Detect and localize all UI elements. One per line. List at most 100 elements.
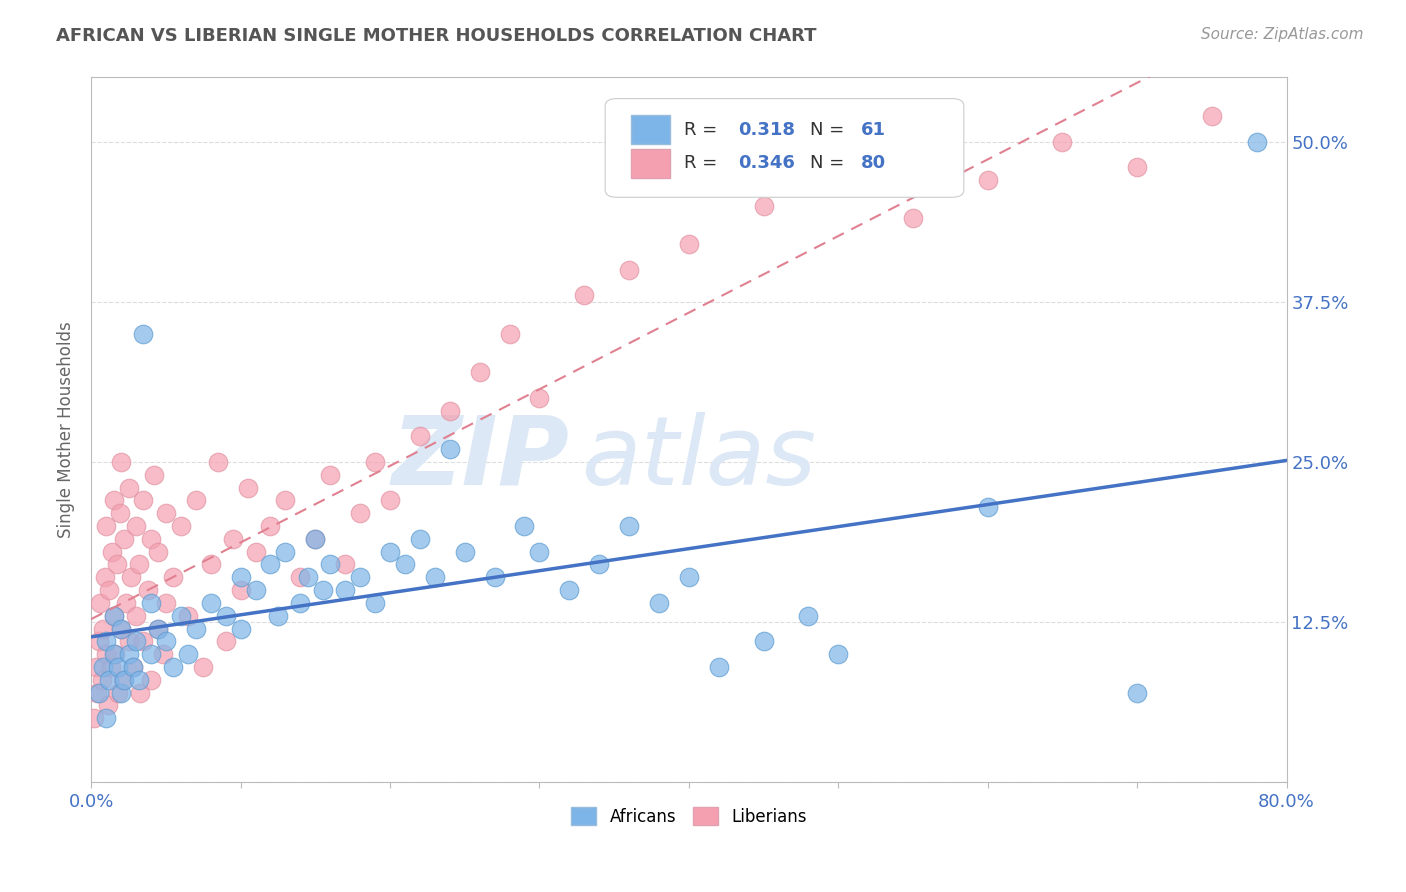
Point xyxy=(132,493,155,508)
Point xyxy=(648,596,671,610)
Point xyxy=(162,660,184,674)
Point xyxy=(132,326,155,341)
Point xyxy=(439,403,461,417)
Point xyxy=(259,558,281,572)
Point xyxy=(274,493,297,508)
Point xyxy=(529,391,551,405)
Point xyxy=(94,647,117,661)
Point xyxy=(267,608,290,623)
Text: 0.318: 0.318 xyxy=(738,120,794,138)
Point xyxy=(98,583,121,598)
Point xyxy=(335,583,357,598)
Point xyxy=(222,532,245,546)
Point xyxy=(409,429,432,443)
Point xyxy=(319,467,342,482)
Point xyxy=(107,660,129,674)
Point xyxy=(752,634,775,648)
Point xyxy=(177,647,200,661)
Point xyxy=(297,570,319,584)
Point xyxy=(200,558,222,572)
Point xyxy=(125,608,148,623)
Point xyxy=(827,647,849,661)
Point xyxy=(155,634,177,648)
Point xyxy=(110,685,132,699)
Point xyxy=(394,558,416,572)
Point xyxy=(207,455,229,469)
Point xyxy=(125,634,148,648)
Point xyxy=(128,558,150,572)
Point xyxy=(454,544,477,558)
Point xyxy=(678,237,700,252)
Point xyxy=(1126,160,1149,174)
Point xyxy=(139,647,162,661)
Point xyxy=(94,711,117,725)
Point xyxy=(86,685,108,699)
Point xyxy=(707,660,730,674)
Point xyxy=(423,570,446,584)
Point xyxy=(112,673,135,687)
Text: N =: N = xyxy=(810,120,849,138)
Point xyxy=(91,622,114,636)
Point xyxy=(364,596,387,610)
Point xyxy=(136,583,159,598)
Point xyxy=(111,673,134,687)
Point xyxy=(274,544,297,558)
Text: Source: ZipAtlas.com: Source: ZipAtlas.com xyxy=(1201,27,1364,42)
FancyBboxPatch shape xyxy=(631,115,669,145)
Point xyxy=(103,493,125,508)
Point xyxy=(312,583,335,598)
Point xyxy=(142,467,165,482)
Point xyxy=(110,622,132,636)
Point xyxy=(1052,135,1074,149)
Point xyxy=(378,493,401,508)
Point xyxy=(93,570,115,584)
Point xyxy=(94,519,117,533)
Point xyxy=(100,660,122,674)
Point xyxy=(125,519,148,533)
Point xyxy=(117,634,139,648)
Point xyxy=(439,442,461,456)
Text: 0.346: 0.346 xyxy=(738,154,794,172)
Point xyxy=(200,596,222,610)
Point xyxy=(378,544,401,558)
Point xyxy=(87,634,110,648)
Point xyxy=(214,634,236,648)
Point xyxy=(977,173,1000,187)
Point xyxy=(184,493,207,508)
Point xyxy=(91,660,114,674)
Text: 80: 80 xyxy=(860,154,886,172)
Point xyxy=(229,622,252,636)
Point xyxy=(84,660,107,674)
Point xyxy=(170,519,193,533)
Point xyxy=(752,198,775,212)
Point xyxy=(132,634,155,648)
Point xyxy=(104,647,127,661)
Point xyxy=(105,558,128,572)
Point xyxy=(103,647,125,661)
Legend: Africans, Liberians: Africans, Liberians xyxy=(562,799,815,834)
Point xyxy=(335,558,357,572)
Point xyxy=(155,506,177,520)
Point xyxy=(214,608,236,623)
Point xyxy=(193,660,215,674)
Point xyxy=(112,532,135,546)
Point xyxy=(97,698,120,713)
Point xyxy=(574,288,596,302)
Point xyxy=(117,481,139,495)
Point xyxy=(529,544,551,558)
Point xyxy=(349,506,371,520)
Point xyxy=(128,673,150,687)
Point xyxy=(170,608,193,623)
Point xyxy=(155,596,177,610)
Text: atlas: atlas xyxy=(581,411,817,505)
Point xyxy=(98,673,121,687)
Point xyxy=(977,500,1000,514)
Y-axis label: Single Mother Households: Single Mother Households xyxy=(58,321,75,538)
Point xyxy=(139,596,162,610)
Point xyxy=(1201,109,1223,123)
Point xyxy=(290,596,312,610)
Point xyxy=(152,647,174,661)
Text: N =: N = xyxy=(810,154,849,172)
Point xyxy=(117,647,139,661)
Point xyxy=(108,506,131,520)
